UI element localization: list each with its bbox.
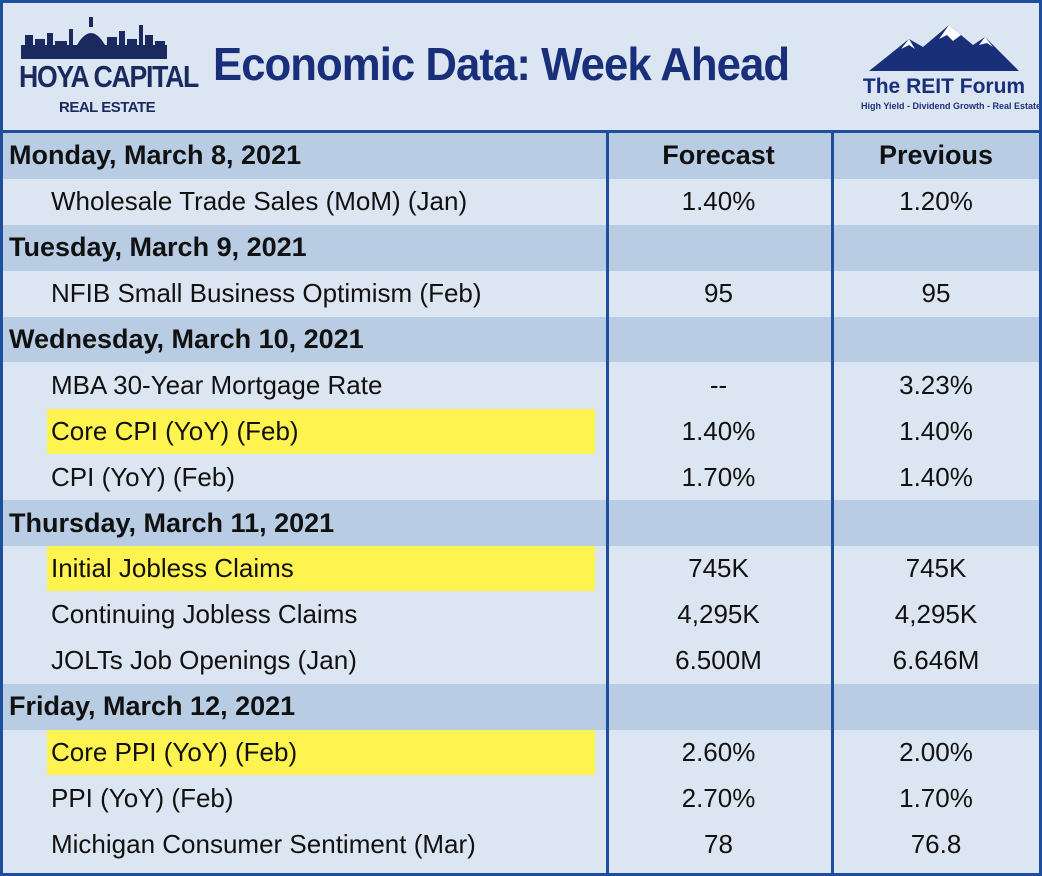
indicator-label: Wholesale Trade Sales (MoM) (Jan) (3, 179, 603, 225)
hoya-capital-sub: REAL ESTATE (59, 99, 156, 116)
forecast-value: 2.70% (681, 782, 756, 813)
forecast-value: 1.40% (681, 415, 756, 446)
previous-header (833, 225, 1039, 271)
indicator-text: NFIB Small Business Optimism (Feb) (51, 278, 482, 309)
forecast-value: 78 (704, 828, 733, 859)
day-label: Tuesday, March 9, 2021 (9, 232, 307, 263)
indicator-label: Initial Jobless Claims (3, 546, 603, 592)
forecast-value: 6.500M (675, 645, 762, 676)
previous-value: 2.00% (899, 737, 973, 768)
day-header-row: Tuesday, March 9, 2021 (3, 224, 1039, 271)
day-header-row: Friday, March 12, 2021 (3, 683, 1039, 730)
day-label: Friday, March 12, 2021 (9, 691, 296, 722)
indicator-label: Continuing Jobless Claims (3, 592, 603, 638)
indicator-text: CPI (YoY) (Feb) (51, 461, 235, 492)
previous-value: 95 (921, 278, 951, 309)
table-row: NFIB Small Business Optimism (Feb) 95 95 (3, 270, 1039, 317)
city-skyline-icon (21, 17, 167, 59)
forecast-value: -- (709, 369, 728, 400)
table-row: MBA 30-Year Mortgage Rate -- 3.23% (3, 362, 1039, 409)
table-row: Continuing Jobless Claims 4,295K 4,295K (3, 591, 1039, 638)
table-row: JOLTs Job Openings (Jan) 6.500M 6.646M (3, 637, 1039, 684)
indicator-label: Core CPI (YoY) (Feb) (3, 408, 603, 454)
forecast-header: Forecast (662, 140, 775, 171)
indicator-label: NFIB Small Business Optimism (Feb) (3, 271, 603, 317)
mountains-icon (869, 25, 1019, 71)
previous-value: 1.70% (899, 782, 973, 813)
previous-value: 1.40% (899, 461, 973, 492)
previous-header (833, 317, 1039, 363)
day-header-row: Wednesday, March 10, 2021 (3, 316, 1039, 363)
day-label: Wednesday, March 10, 2021 (9, 324, 364, 354)
previous-value: 745K (905, 553, 967, 584)
table-row: Wholesale Trade Sales (MoM) (Jan) 1.40% 1.… (3, 178, 1039, 225)
reit-forum-logo: The REIT Forum High Yield - Dividend Gro… (861, 21, 1042, 121)
previous-value: 4,295K (894, 599, 978, 630)
indicator-label: PPI (YoY) (Feb) (3, 775, 603, 821)
indicator-text: Continuing Jobless Claims (51, 599, 358, 630)
table-row: Michigan Consumer Sentiment (Mar) 78 76.8 (3, 821, 1039, 868)
previous-value: 3.23% (899, 369, 973, 400)
previous-header (833, 684, 1039, 730)
forecast-header (608, 225, 829, 271)
indicator-label: Core PPI (YoY) (Feb) (3, 730, 603, 776)
indicator-label: CPI (YoY) (Feb) (3, 454, 603, 500)
column-divider-2 (831, 133, 834, 873)
table-row: PPI (YoY) (Feb) 2.70% 1.70% (3, 775, 1039, 822)
header: HOYA CAPITAL REAL ESTATE Economic Data: … (3, 3, 1039, 133)
table-row: Initial Jobless Claims 745K 745K (3, 546, 1039, 592)
previous-header: Previous (878, 140, 994, 171)
forecast-value: 1.70% (681, 461, 756, 492)
previous-value: 1.20% (899, 186, 973, 217)
table-row: Core CPI (YoY) (Feb) 1.40% 1.40% (3, 408, 1039, 455)
day-header-row: Thursday, March 11, 2021 (3, 500, 1039, 547)
day-header-row: Monday, March 8, 2021 Forecast Previous (3, 133, 1039, 179)
indicator-label: Michigan Consumer Sentiment (Mar) (3, 821, 603, 867)
hoya-capital-brand: HOYA CAPITAL (19, 59, 199, 94)
indicator-text: JOLTs Job Openings (Jan) (51, 645, 357, 676)
highlighted-indicator-text: Core CPI (YoY) (Feb) (47, 408, 595, 454)
highlighted-indicator-text: Core PPI (YoY) (Feb) (47, 730, 595, 776)
column-divider-1 (606, 133, 609, 873)
forecast-value: 95 (704, 278, 733, 309)
indicator-text: MBA 30-Year Mortgage Rate (51, 369, 383, 400)
highlighted-indicator-text: Initial Jobless Claims (47, 546, 595, 592)
previous-value: 76.8 (910, 828, 962, 859)
indicator-label: MBA 30-Year Mortgage Rate (3, 362, 603, 408)
reit-forum-brand: The REIT Forum (862, 75, 1026, 98)
hoya-capital-logo: HOYA CAPITAL REAL ESTATE (19, 15, 199, 121)
indicator-label: JOLTs Job Openings (Jan) (3, 638, 603, 684)
day-label: Thursday, March 11, 2021 (9, 507, 335, 538)
indicator-text: Michigan Consumer Sentiment (Mar) (51, 828, 476, 859)
forecast-header (608, 684, 829, 730)
forecast-value: 1.40% (681, 186, 756, 217)
previous-header (833, 500, 1039, 546)
forecast-header (608, 500, 829, 546)
forecast-value: 2.60% (681, 737, 756, 768)
forecast-value: 745K (688, 553, 749, 584)
forecast-header (608, 317, 829, 363)
table-row: CPI (YoY) (Feb) 1.70% 1.40% (3, 454, 1039, 501)
forecast-value: 4,295K (677, 599, 760, 630)
indicator-text: PPI (YoY) (Feb) (51, 782, 234, 813)
economic-calendar-table: Monday, March 8, 2021 Forecast Previous Who… (3, 133, 1039, 868)
page-title: Economic Data: Week Ahead (213, 38, 790, 90)
indicator-text: Wholesale Trade Sales (MoM) (Jan) (51, 186, 468, 217)
day-label: Monday, March 8, 2021 (9, 140, 302, 171)
table-row: Core PPI (YoY) (Feb) 2.60% 2.00% (3, 729, 1039, 776)
previous-value: 6.646M (892, 645, 980, 676)
previous-value: 1.40% (899, 415, 973, 446)
reit-forum-tagline: High Yield - Dividend Growth - Real Esta… (861, 101, 1042, 111)
